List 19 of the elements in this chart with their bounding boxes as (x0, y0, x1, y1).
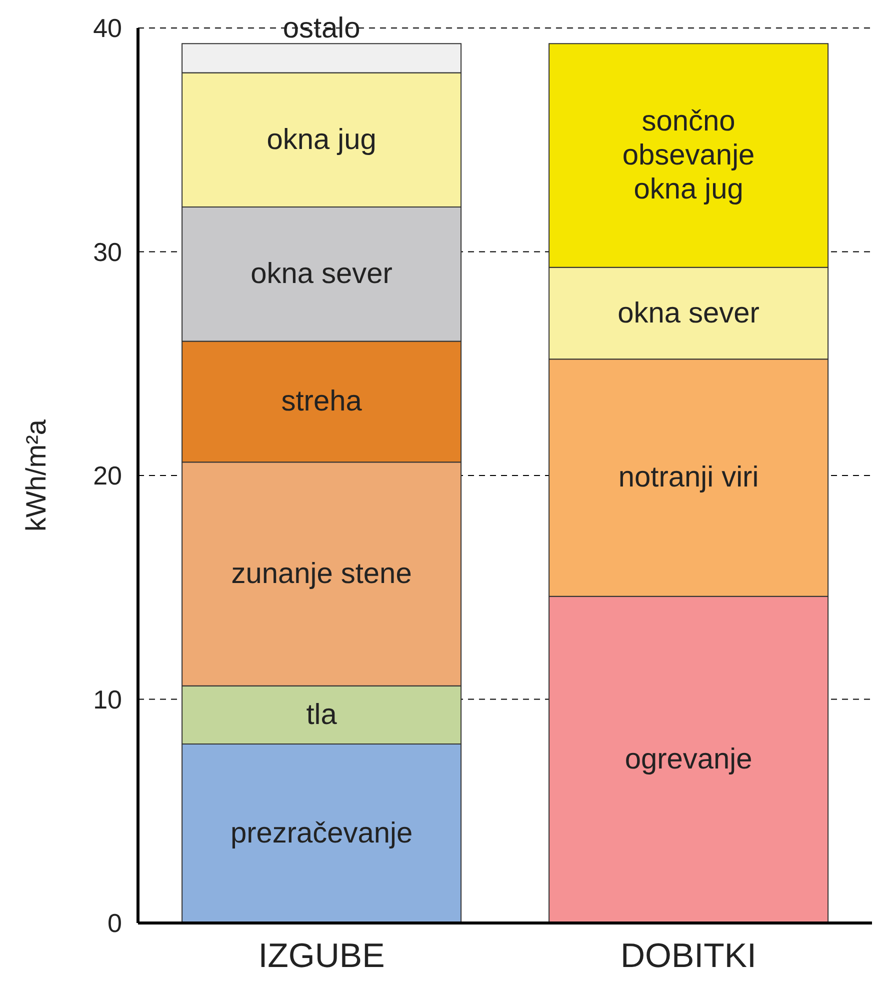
y-tick-label: 40 (93, 13, 122, 44)
series-label: tla (306, 698, 338, 731)
series-label: ostalo (282, 12, 360, 45)
series-label: sončno obsevanje okna jug (622, 106, 755, 206)
series-label: notranji viri (618, 462, 759, 494)
y-tick-label: 20 (93, 460, 122, 491)
x-tick-label: IZGUBE (258, 937, 385, 976)
y-tick-label: 0 (108, 908, 122, 938)
series-label: streha (281, 386, 363, 418)
series-label: okna sever (618, 297, 760, 330)
series-label: zunanje stene (231, 558, 412, 590)
series-label: okna jug (266, 124, 376, 156)
series-label: ogrevanje (624, 744, 752, 776)
y-axis-title: kWh/m²a (20, 419, 52, 532)
series-label: prezračevanje (230, 818, 413, 850)
y-tick-label: 30 (93, 236, 122, 267)
x-tick-label: DOBITKI (620, 937, 757, 976)
series-label: okna sever (250, 258, 393, 290)
y-tick-label: 10 (93, 684, 122, 714)
